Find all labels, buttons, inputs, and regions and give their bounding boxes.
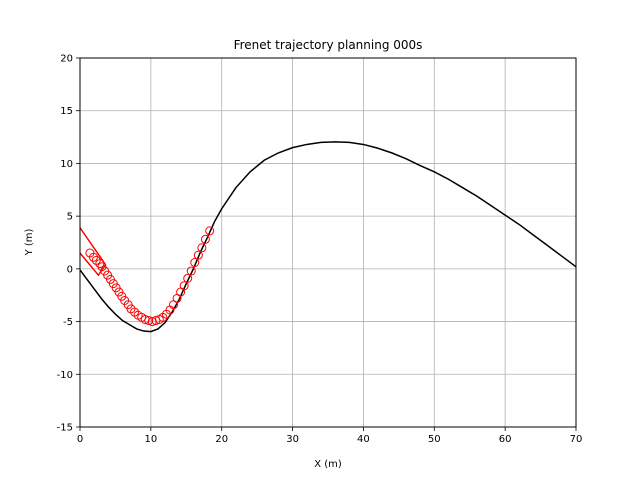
reference-path-line [80, 141, 576, 333]
y-tick-label: 15 [60, 106, 73, 117]
trajectory-point [197, 243, 207, 253]
x-tick-label: 10 [144, 434, 157, 445]
x-tick-label: 0 [77, 434, 83, 445]
y-tick-label: 20 [60, 54, 73, 65]
trajectory-point [88, 252, 98, 262]
x-axis-label: X (m) [314, 459, 342, 470]
plot-frame [79, 57, 577, 428]
trajectory-point [205, 226, 215, 236]
x-tick-label: 60 [499, 434, 512, 445]
ticks: 0 10 20 30 40 50 60 70 -15 -10 -5 0 5 10 15 20 [57, 54, 583, 446]
y-tick-label: -5 [63, 317, 73, 328]
y-tick-label: 5 [67, 212, 73, 223]
x-tick-label: 40 [357, 434, 370, 445]
vehicle-outline-line [80, 227, 107, 277]
trajectory-point [144, 316, 154, 326]
y-tick-label: -15 [57, 423, 73, 434]
x-tick-label: 30 [286, 434, 299, 445]
y-axis-label: Y (m) [24, 228, 35, 256]
x-tick-label: 70 [570, 434, 583, 445]
trajectory-point [186, 266, 196, 276]
series-layer [80, 141, 576, 333]
y-tick-label: -10 [57, 370, 73, 381]
trajectory-point [179, 281, 189, 291]
y-tick-label: 0 [67, 264, 73, 275]
y-tick-label: 10 [60, 159, 73, 170]
chart-title: Frenet trajectory planning 000s [234, 38, 423, 52]
x-tick-label: 50 [428, 434, 441, 445]
trajectory-point [193, 250, 203, 260]
trajectory-point [190, 258, 200, 268]
trajectory-point [200, 234, 210, 244]
trajectory-point [183, 273, 193, 283]
x-tick-label: 20 [215, 434, 228, 445]
